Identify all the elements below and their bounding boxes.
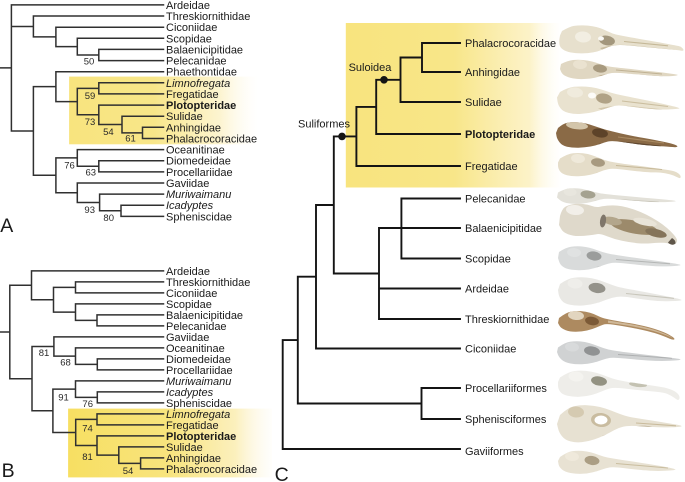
svg-text:Procellariiformes: Procellariiformes xyxy=(465,383,547,395)
svg-text:Anhingidae: Anhingidae xyxy=(166,122,221,134)
svg-text:Balaenicipitidae: Balaenicipitidae xyxy=(465,223,542,235)
svg-text:74: 74 xyxy=(82,423,93,434)
svg-text:54: 54 xyxy=(123,466,134,477)
svg-text:63: 63 xyxy=(86,168,97,179)
svg-text:91: 91 xyxy=(58,392,69,403)
svg-text:Icadyptes: Icadyptes xyxy=(166,387,214,399)
svg-text:Pelecanidae: Pelecanidae xyxy=(166,56,227,68)
svg-text:Scopidae: Scopidae xyxy=(166,33,212,45)
svg-text:Fregatidae: Fregatidae xyxy=(465,161,518,173)
svg-text:Fregatidae: Fregatidae xyxy=(166,89,219,101)
svg-text:73: 73 xyxy=(85,117,96,128)
svg-text:Spheniscidae: Spheniscidae xyxy=(166,398,232,410)
svg-text:Phalacrocoracidae: Phalacrocoracidae xyxy=(465,38,556,50)
svg-text:Pelecanidae: Pelecanidae xyxy=(465,194,526,206)
svg-text:A: A xyxy=(0,215,13,237)
svg-text:61: 61 xyxy=(125,133,136,144)
svg-text:Gaviidae: Gaviidae xyxy=(166,332,209,344)
svg-text:Icadyptes: Icadyptes xyxy=(166,200,214,212)
svg-text:Procellariidae: Procellariidae xyxy=(166,167,233,179)
svg-text:76: 76 xyxy=(82,399,93,410)
svg-text:Suliformes: Suliformes xyxy=(298,119,350,131)
svg-text:Sulidae: Sulidae xyxy=(166,111,203,123)
svg-text:Ciconiidae: Ciconiidae xyxy=(166,288,217,300)
svg-text:Ardeidae: Ardeidae xyxy=(465,284,509,296)
svg-text:Balaenicipitidae: Balaenicipitidae xyxy=(166,310,243,322)
svg-text:C: C xyxy=(275,464,289,482)
svg-text:Plotopteridae: Plotopteridae xyxy=(166,431,236,443)
svg-text:Diomedeidae: Diomedeidae xyxy=(166,354,231,366)
svg-text:Plotopteridae: Plotopteridae xyxy=(465,129,535,141)
svg-text:Sulidae: Sulidae xyxy=(465,97,502,109)
svg-text:Phalacrocoracidae: Phalacrocoracidae xyxy=(166,464,257,476)
svg-text:Muriwaimanu: Muriwaimanu xyxy=(166,376,231,388)
svg-text:Procellariidae: Procellariidae xyxy=(166,365,233,377)
svg-text:B: B xyxy=(2,460,15,482)
svg-text:Gaviiformes: Gaviiformes xyxy=(465,446,524,458)
svg-text:Anhingidae: Anhingidae xyxy=(166,453,221,465)
svg-text:Pelecanidae: Pelecanidae xyxy=(166,321,227,333)
svg-text:Oceanitinae: Oceanitinae xyxy=(166,145,225,157)
svg-text:Threskiornithidae: Threskiornithidae xyxy=(166,277,250,289)
svg-text:Oceanitinae: Oceanitinae xyxy=(166,343,225,355)
svg-text:81: 81 xyxy=(39,348,50,359)
svg-text:Limnofregata: Limnofregata xyxy=(166,409,230,421)
svg-text:Threskiornithidae: Threskiornithidae xyxy=(166,11,250,23)
svg-text:54: 54 xyxy=(103,127,114,138)
svg-text:68: 68 xyxy=(60,358,71,369)
svg-text:76: 76 xyxy=(64,161,75,172)
svg-text:80: 80 xyxy=(103,213,114,224)
svg-text:Gaviidae: Gaviidae xyxy=(166,178,209,190)
svg-text:Threskiornithidae: Threskiornithidae xyxy=(465,314,549,326)
svg-text:Ardeidae: Ardeidae xyxy=(166,266,210,278)
svg-text:Anhingidae: Anhingidae xyxy=(465,67,520,79)
svg-text:Ciconiidae: Ciconiidae xyxy=(166,22,217,34)
svg-text:Ciconiidae: Ciconiidae xyxy=(465,344,516,356)
svg-text:59: 59 xyxy=(85,91,96,102)
svg-text:Fregatidae: Fregatidae xyxy=(166,420,219,432)
svg-text:Scopidae: Scopidae xyxy=(465,254,511,266)
svg-text:81: 81 xyxy=(82,452,93,463)
svg-text:Spheniscidae: Spheniscidae xyxy=(166,211,232,223)
svg-text:Limnofregata: Limnofregata xyxy=(166,78,230,90)
svg-text:Phaethontidae: Phaethontidae xyxy=(166,67,237,79)
svg-text:Sulidae: Sulidae xyxy=(166,442,203,454)
svg-text:Diomedeidae: Diomedeidae xyxy=(166,156,231,168)
svg-text:Suloidea: Suloidea xyxy=(349,62,393,74)
svg-text:Plotopteridae: Plotopteridae xyxy=(166,100,236,112)
svg-text:93: 93 xyxy=(84,205,95,216)
svg-text:Scopidae: Scopidae xyxy=(166,299,212,311)
svg-text:Phalacrocoracidae: Phalacrocoracidae xyxy=(166,134,257,146)
svg-text:Muriwaimanu: Muriwaimanu xyxy=(166,189,231,201)
svg-text:Ardeidae: Ardeidae xyxy=(166,0,210,12)
svg-text:Sphenisciformes: Sphenisciformes xyxy=(465,414,547,426)
svg-text:Balaenicipitidae: Balaenicipitidae xyxy=(166,44,243,56)
svg-text:50: 50 xyxy=(84,56,95,67)
